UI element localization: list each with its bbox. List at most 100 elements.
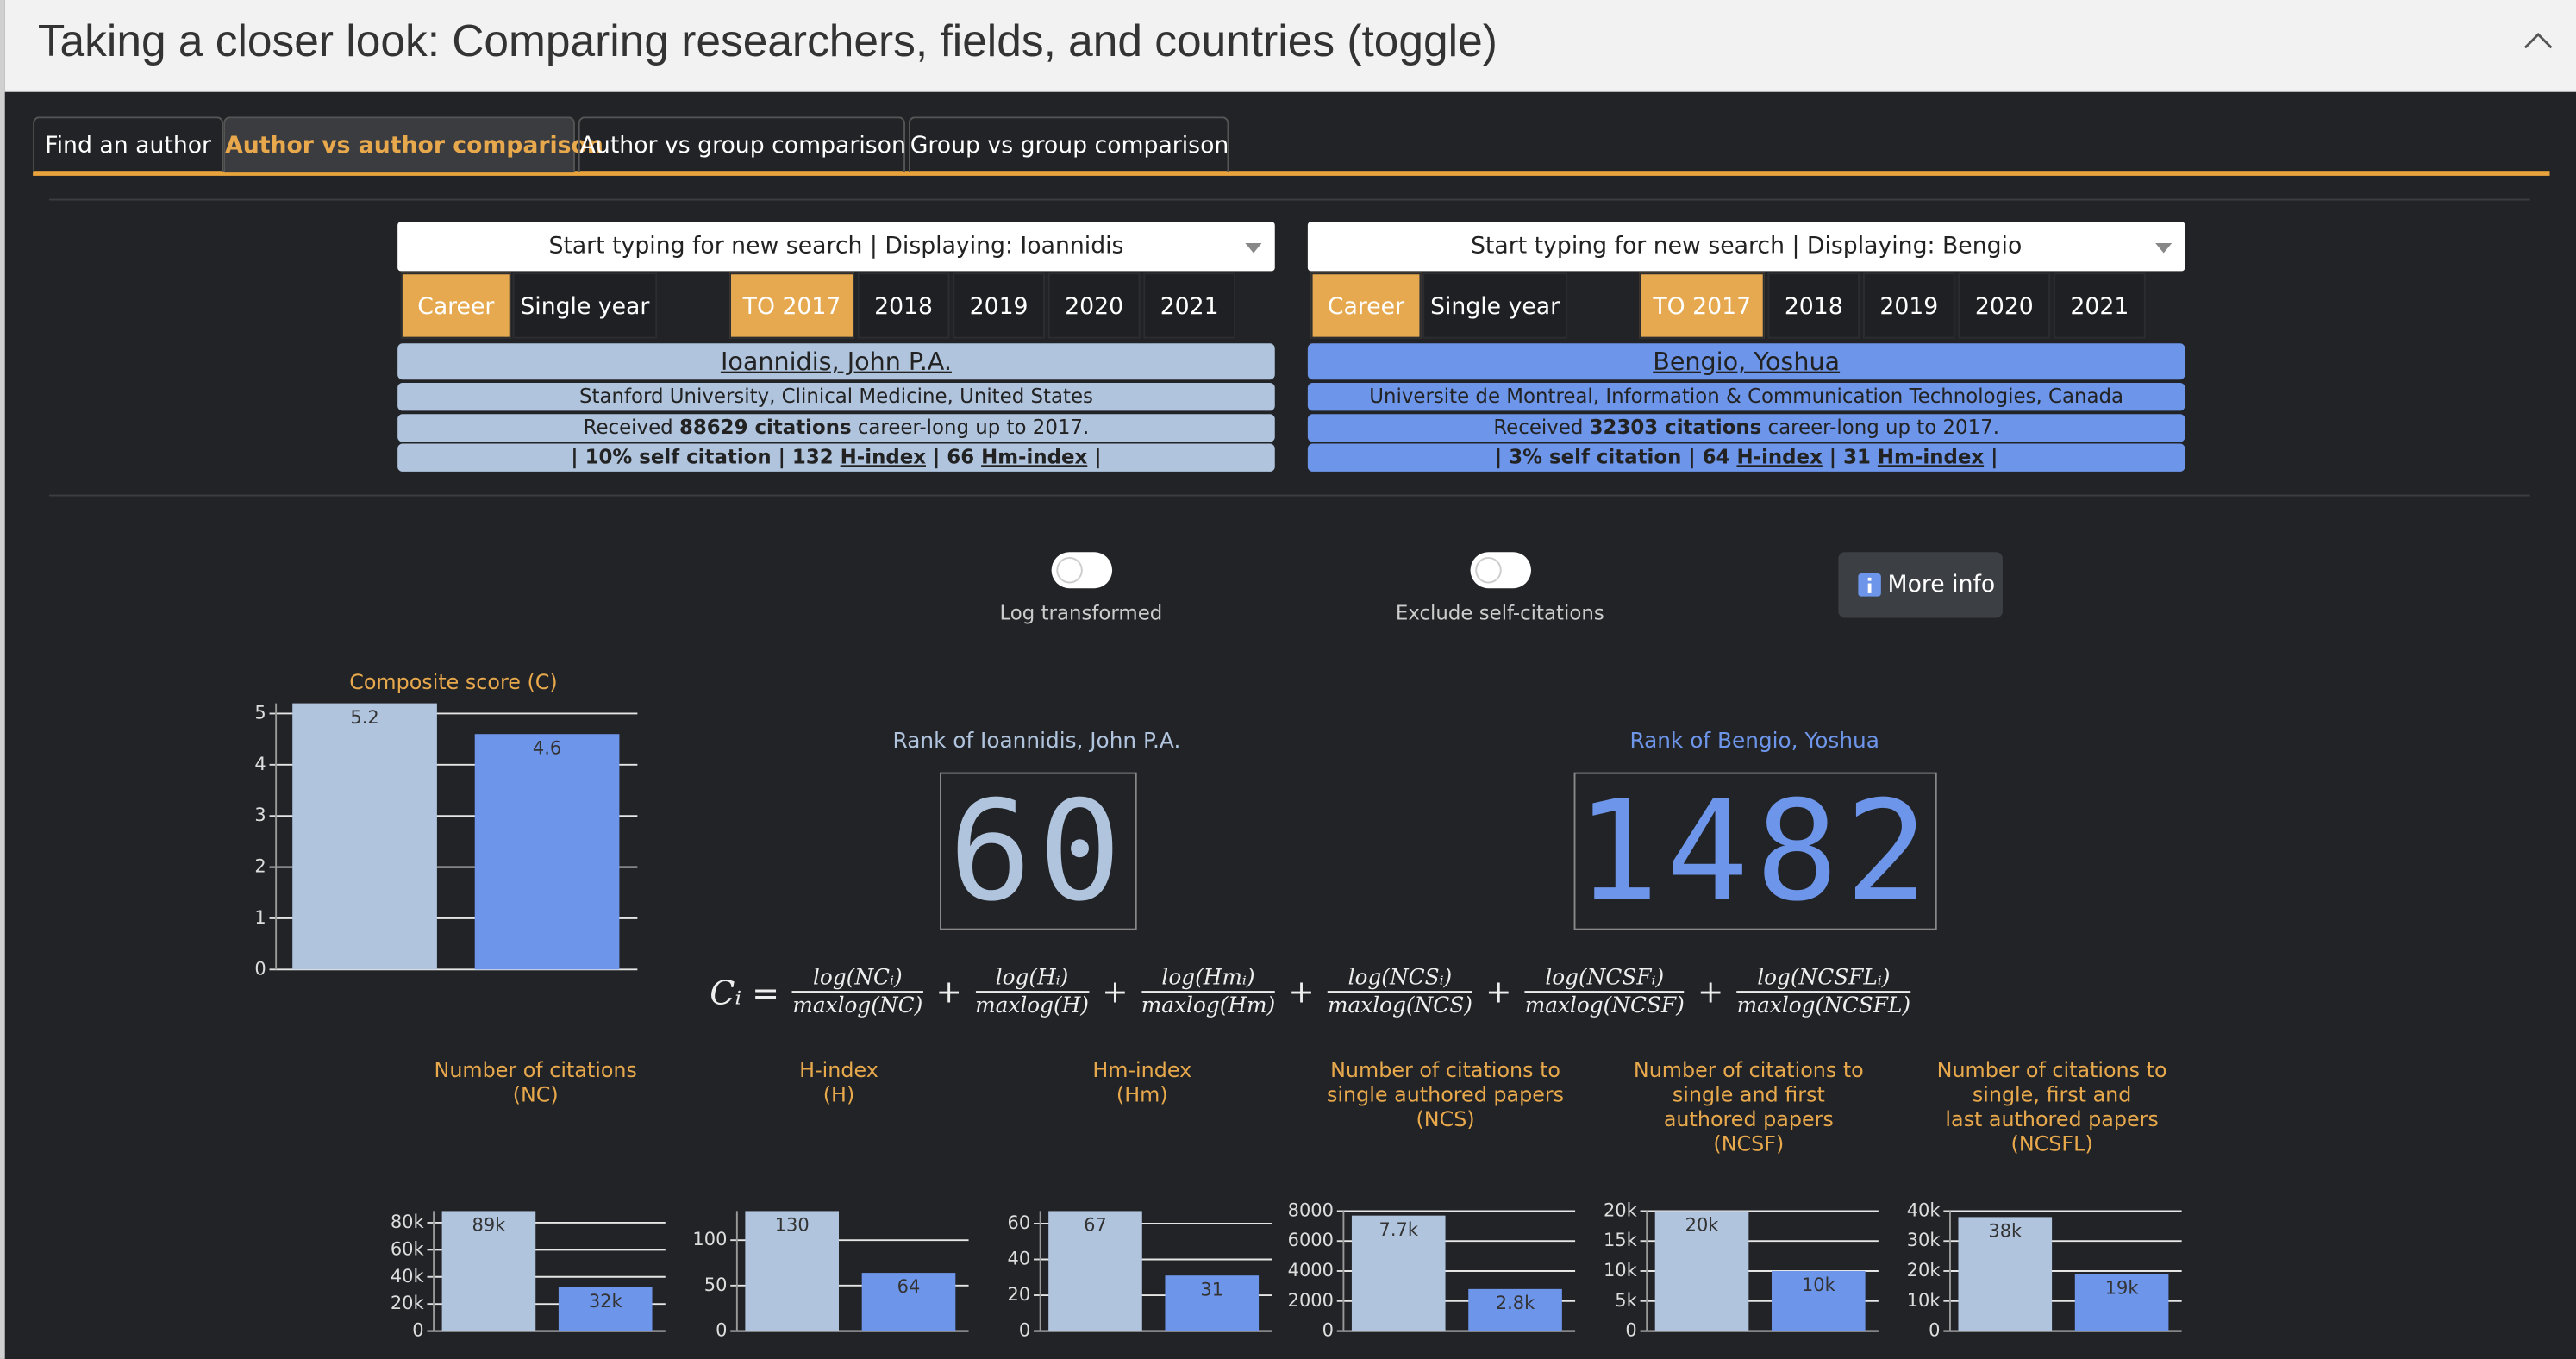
y-tick-label: 4: [254, 754, 266, 774]
index-text: | 66: [926, 445, 982, 469]
tab-underline: [33, 171, 2550, 176]
author-name[interactable]: Bengio, Yoshua: [1307, 343, 2185, 380]
tab[interactable]: Author vs group comparison: [578, 116, 906, 173]
mode-button[interactable]: Single year: [1422, 272, 1567, 339]
rank-value: 1482: [1573, 772, 1937, 930]
numerator: log(NCSFᵢ): [1545, 966, 1665, 992]
search-box[interactable]: Start typing for new search | Displaying…: [1307, 222, 2185, 272]
denominator: maxlog(NCSF): [1524, 991, 1685, 1018]
chart-title: Number of citations to: [1634, 1058, 1864, 1082]
y-tick-label: 15k: [1604, 1230, 1638, 1250]
search-box[interactable]: Start typing for new search | Displaying…: [397, 222, 1275, 272]
tab[interactable]: Group vs group comparison: [908, 116, 1229, 173]
y-tick-label: 2000: [1288, 1290, 1334, 1311]
divider: [49, 494, 2530, 497]
rank-label: Rank of Ioannidis, John P.A.: [892, 730, 1181, 755]
index-text: | 3% self citation | 64: [1494, 445, 1737, 469]
chart-title: Composite score (C): [349, 670, 557, 694]
index-link[interactable]: Hm-index: [981, 445, 1088, 469]
year-button[interactable]: 2019: [1862, 272, 1955, 339]
y-tick-label: 0: [716, 1320, 727, 1341]
numerator: log(Hᵢ): [995, 966, 1069, 992]
citations-line: Received 32303 citations career-long up …: [1307, 414, 2185, 442]
toggle-switch[interactable]: [1051, 552, 1113, 589]
value-label: 5.2: [350, 707, 378, 728]
formula-plus: +: [1698, 974, 1724, 1011]
author-name[interactable]: Ioannidis, John P.A.: [397, 343, 1275, 380]
denominator: maxlog(H): [975, 991, 1089, 1018]
bar: [1351, 1215, 1446, 1331]
index-link[interactable]: H-index: [1736, 445, 1823, 469]
tab[interactable]: Find an author: [33, 116, 224, 173]
tab[interactable]: Author vs author comparison: [223, 116, 603, 173]
bar: [1772, 1270, 1866, 1331]
bar: [2074, 1274, 2169, 1331]
chart-title: authored papers: [1664, 1107, 1834, 1131]
y-tick-label: 60: [1008, 1212, 1031, 1233]
denominator: maxlog(NCSFL): [1736, 991, 1911, 1018]
fraction: log(Hmᵢ) maxlog(Hm): [1141, 966, 1276, 1018]
bar: [441, 1211, 536, 1331]
formula-lhs: Cᵢ =: [710, 973, 780, 1012]
y-tick-label: 50: [704, 1274, 728, 1295]
index-link[interactable]: H-index: [840, 445, 927, 469]
bar: [1958, 1217, 2053, 1331]
author-panel: Start typing for new search | Displaying…: [1307, 0, 2185, 493]
y-tick-label: 40k: [391, 1266, 425, 1287]
mode-button[interactable]: Career: [1310, 272, 1422, 339]
more-info-button[interactable]: More info: [1838, 552, 2003, 618]
formula-plus: +: [1288, 974, 1315, 1011]
chart-title: H-index: [799, 1058, 878, 1082]
citations-text: career-long up to 2017.: [1761, 416, 1999, 439]
y-tick-label: 60k: [391, 1238, 425, 1259]
index-link[interactable]: Hm-index: [1877, 445, 1985, 469]
bar: [1654, 1211, 1749, 1331]
year-button[interactable]: 2019: [953, 272, 1045, 339]
dropdown-caret: [2155, 243, 2173, 254]
year-button[interactable]: 2020: [1047, 272, 1141, 339]
y-tick-label: 4000: [1288, 1260, 1334, 1281]
bar: [861, 1273, 956, 1331]
bar: [1468, 1288, 1562, 1331]
denominator: maxlog(Hm): [1141, 991, 1276, 1018]
indices-line: | 3% self citation | 64 H-index | 31 Hm-…: [1307, 443, 2185, 472]
bar: [474, 734, 620, 970]
chart-title: single and first: [1673, 1083, 1825, 1107]
year-button[interactable]: TO 2017: [1639, 272, 1765, 339]
value-label: 19k: [2105, 1278, 2140, 1299]
year-button[interactable]: 2021: [1143, 272, 1236, 339]
chart-title: single authored papers: [1327, 1083, 1564, 1107]
toggle-switch[interactable]: [1470, 552, 1532, 589]
mode-button[interactable]: Single year: [512, 272, 658, 339]
value-label: 32k: [589, 1291, 623, 1312]
numerator: log(NCSFLᵢ): [1757, 966, 1891, 992]
citations-text: Received: [583, 416, 679, 439]
year-button[interactable]: 2021: [2054, 272, 2146, 339]
header[interactable]: Taking a closer look: Comparing research…: [4, 0, 2576, 92]
y-tick-label: 20k: [391, 1293, 425, 1313]
formula-plus: +: [935, 974, 962, 1011]
index-text: | 31: [1822, 445, 1878, 469]
y-tick-label: 10k: [1907, 1290, 1941, 1311]
chart-title: Number of citations to: [1937, 1058, 2167, 1082]
year-button[interactable]: 2020: [1958, 272, 2051, 339]
numerator: log(Hmᵢ): [1161, 966, 1255, 992]
toggle-knob: [1475, 557, 1502, 584]
chart-title: (H): [823, 1083, 854, 1107]
y-tick-label: 0: [1929, 1320, 1940, 1341]
info-icon: [1858, 573, 1881, 597]
fraction: log(NCᵢ) maxlog(NC): [792, 966, 923, 1018]
y-tick-label: 8000: [1288, 1199, 1334, 1220]
mode-button[interactable]: Career: [400, 272, 511, 339]
year-button[interactable]: 2018: [1767, 272, 1860, 339]
toggle-label: Exclude self-citations: [1395, 601, 1604, 625]
year-button[interactable]: TO 2017: [729, 272, 854, 339]
chart-title: last authored papers: [1945, 1107, 2158, 1131]
year-button[interactable]: 2018: [857, 272, 950, 339]
chart-title: Number of citations to: [1330, 1058, 1560, 1082]
denominator: maxlog(NCS): [1328, 991, 1472, 1018]
fraction: log(NCSFLᵢ) maxlog(NCSFL): [1736, 966, 1911, 1018]
citations-text: Received: [1493, 416, 1590, 439]
toggle-label: Log transformed: [999, 601, 1163, 625]
